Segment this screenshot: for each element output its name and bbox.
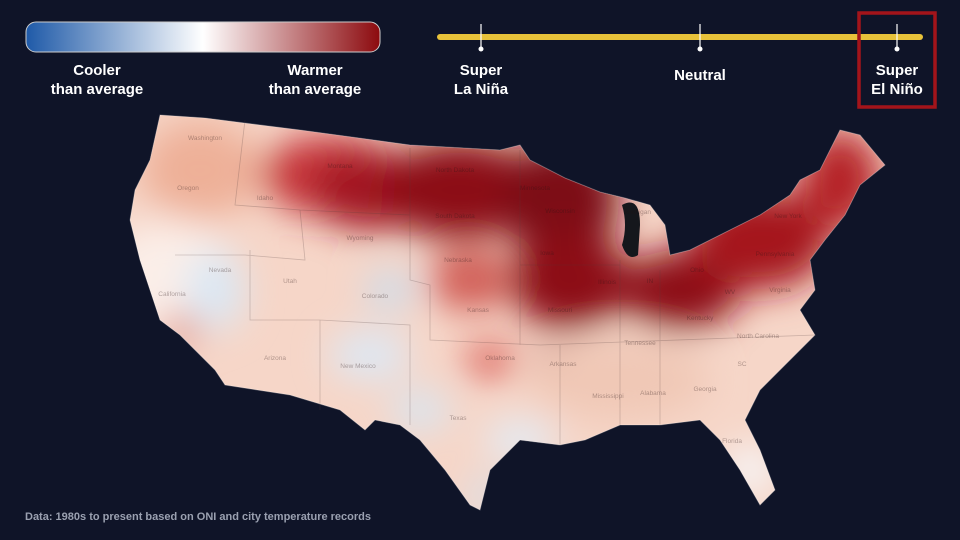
heat-map xyxy=(130,115,885,510)
state-label: Kansas xyxy=(467,307,489,314)
legend-gradient xyxy=(25,21,381,53)
legend-cooler: than average xyxy=(51,81,144,98)
state-label: Wyoming xyxy=(346,235,373,242)
scale-dot xyxy=(894,46,900,52)
state-label: Wisconsin xyxy=(545,208,575,215)
state-label: Nebraska xyxy=(444,257,472,264)
state-label: Texas xyxy=(450,415,468,422)
state-label: New Mexico xyxy=(340,363,376,370)
legend-warmer: Warmer xyxy=(287,62,342,79)
state-label: Arkansas xyxy=(549,361,577,368)
state-label: North Dakota xyxy=(436,167,475,174)
state-label: Iowa xyxy=(540,250,554,257)
state-label: Arizona xyxy=(264,355,286,362)
state-label: WV xyxy=(725,289,736,296)
state-label: Nevada xyxy=(209,267,232,274)
scale-label: Super xyxy=(460,62,503,79)
state-label: SC xyxy=(737,361,746,368)
state-label: Georgia xyxy=(693,386,717,393)
state-label: Florida xyxy=(722,438,742,445)
state-label: North Carolina xyxy=(737,333,779,340)
state-label: Idaho xyxy=(257,195,274,202)
state-label: Kentucky xyxy=(687,315,714,322)
state-label: Oregon xyxy=(177,185,199,192)
state-label: Colorado xyxy=(362,293,389,300)
footnote: Data: 1980s to present based on ONI and … xyxy=(25,511,371,523)
scale-dot xyxy=(478,46,484,52)
lake-michigan xyxy=(622,202,640,258)
state-label: California xyxy=(158,291,186,298)
state-label: Minnesota xyxy=(520,185,550,192)
state-label: Alabama xyxy=(640,390,666,397)
scale-label: El Niño xyxy=(871,81,923,98)
state-label: South Dakota xyxy=(435,213,475,220)
scale-label: Super xyxy=(876,62,919,79)
state-label: Ohio xyxy=(690,267,704,274)
state-label: Missouri xyxy=(548,307,572,314)
scale-label: La Niña xyxy=(454,81,509,98)
scale-label: Neutral xyxy=(674,67,726,84)
state-label: IN xyxy=(647,278,654,285)
legend-cooler: Cooler xyxy=(73,62,121,79)
state-label: Pennsylvania xyxy=(756,251,795,258)
state-label: Oklahoma xyxy=(485,355,515,362)
state-label: Tennessee xyxy=(624,340,656,347)
legend-warmer: than average xyxy=(269,81,362,98)
state-label: Virginia xyxy=(769,287,791,294)
state-label: New York xyxy=(774,213,802,220)
state-label: Utah xyxy=(283,278,297,285)
state-label: Illinois xyxy=(598,279,617,286)
state-label: Washington xyxy=(188,135,222,142)
state-label: Mississippi xyxy=(592,393,623,400)
state-label: Montana xyxy=(327,163,353,170)
scale-dot xyxy=(697,46,703,52)
state-label: Michigan xyxy=(625,209,651,216)
selected-box xyxy=(857,11,937,109)
